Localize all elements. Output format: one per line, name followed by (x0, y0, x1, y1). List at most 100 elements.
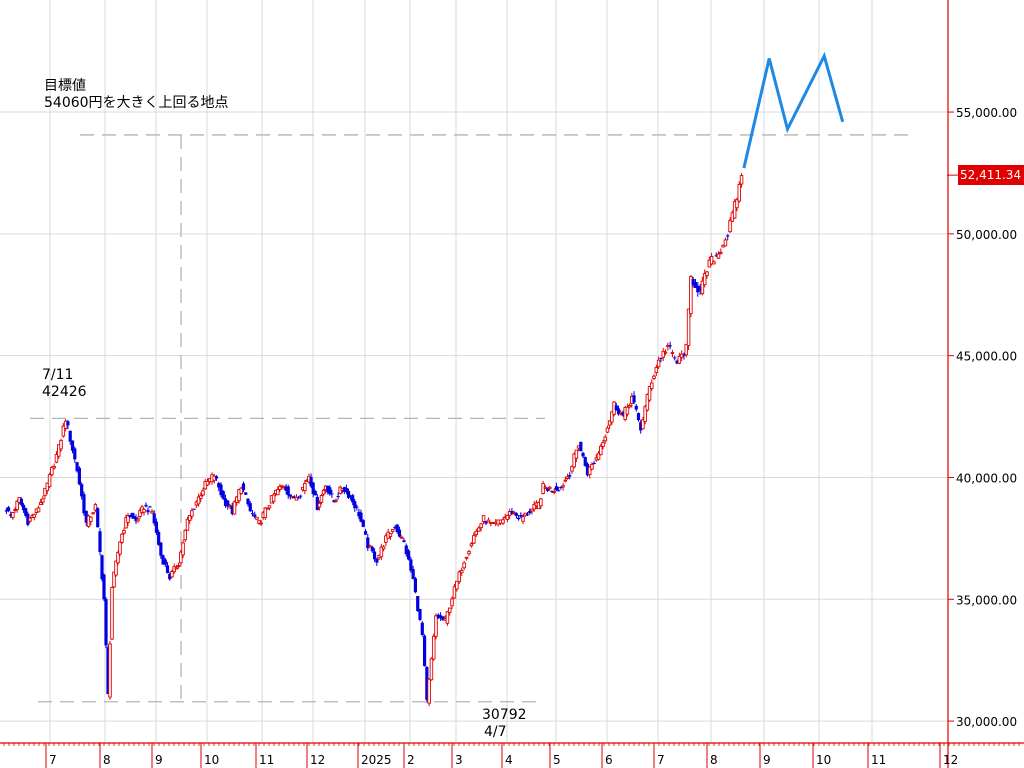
candle-body-up (390, 528, 395, 532)
candle-body-down (351, 495, 355, 503)
candle-body-down (438, 615, 443, 618)
candle-body-down (372, 551, 377, 560)
candle-body-up (259, 522, 263, 525)
x-tick-label-8: 3 (455, 753, 463, 767)
candle-body-down (219, 484, 223, 496)
candle-body-down (583, 457, 587, 467)
candle-body-down (104, 599, 108, 646)
candle-body-up (705, 271, 709, 276)
candle-body-up (150, 510, 154, 514)
candle-body-down (128, 515, 132, 518)
candle-body-down (80, 484, 84, 497)
candle-body-down (246, 498, 250, 505)
candle-body-down (346, 491, 351, 498)
candle-body-up (599, 445, 603, 456)
candle-body-down (559, 486, 563, 488)
candle-body-up (36, 507, 41, 513)
candle-body-up (587, 466, 592, 476)
high-annotation-date: 7/11 (42, 367, 74, 383)
candle-body-down (75, 462, 79, 472)
candle-body-down (217, 482, 221, 488)
candle-body-up (645, 394, 650, 411)
candle-body-down (315, 496, 319, 510)
x-tick-label-17: 12 (943, 753, 958, 767)
candle-body-down (230, 505, 234, 514)
candle-body-up (539, 498, 543, 507)
candle-body-down (328, 487, 332, 495)
candle-body-up (607, 420, 612, 426)
candle-body-down (284, 486, 288, 491)
candle-body-down (84, 510, 88, 523)
candle-body-up (136, 518, 140, 522)
candle-body-down (297, 497, 301, 499)
candle-body-down (168, 573, 172, 580)
x-tick-label-9: 4 (505, 753, 513, 767)
candle-body-up (716, 253, 721, 259)
candle-body-up (276, 489, 280, 496)
candle-body-up (61, 425, 66, 437)
candle-body-up (445, 611, 450, 624)
candle-body-up (174, 567, 179, 570)
candle-body-up (303, 482, 307, 492)
candle-body-down (154, 521, 159, 533)
candle-body-up (627, 405, 632, 408)
x-tick-label-7: 2 (407, 753, 415, 767)
candle-body-down (134, 517, 138, 522)
candle-body-up (728, 220, 732, 233)
candle-body-up (656, 359, 661, 368)
candle-body-up (501, 519, 505, 524)
candle-body-down (659, 358, 663, 360)
candle-body-up (479, 523, 483, 529)
candle-body-down (397, 529, 402, 537)
candle-body-up (196, 496, 201, 505)
candle-body-up (467, 550, 471, 555)
candle-body-up (142, 508, 146, 513)
candle-body-down (726, 235, 730, 237)
candle-body-up (190, 510, 194, 517)
candle-body-down (395, 524, 399, 533)
candle-body-up (239, 487, 243, 494)
candle-body-down (349, 496, 353, 498)
y-tick-label-5: 55,000.00 (956, 106, 1017, 120)
candle-body-up (50, 466, 54, 476)
candle-body-up (187, 515, 192, 521)
candle-body-up (647, 386, 652, 401)
candle-body-up (739, 175, 744, 185)
candle-body-down (214, 476, 219, 479)
candle-body-down (614, 405, 618, 411)
y-tick-label-1: 35,000.00 (956, 593, 1017, 607)
candle-body-up (590, 464, 594, 470)
candle-body-down (226, 500, 230, 507)
candle-body-down (288, 494, 292, 497)
candle-body-down (332, 500, 336, 503)
candle-body-up (452, 586, 457, 599)
candle-body-up (126, 515, 130, 523)
candle-body-down (24, 508, 28, 516)
candle-body-down (359, 512, 363, 522)
candle-body-down (585, 463, 590, 476)
x-tick-label-13: 8 (710, 753, 718, 767)
candle-body-up (294, 496, 299, 501)
candle-body-down (313, 490, 317, 496)
candle-body-up (689, 275, 693, 315)
candle-body-up (661, 350, 665, 358)
candle-body-down (98, 531, 102, 552)
x-tick-label-15: 10 (816, 753, 831, 767)
candle-body-down (146, 509, 150, 513)
candle-body-up (41, 498, 45, 503)
candle-body-up (116, 552, 120, 564)
x-tick-label-2: 9 (155, 753, 163, 767)
candle-body-up (317, 502, 322, 508)
low-annotation: 30792 4/7 (482, 707, 527, 741)
candle-body-down (418, 609, 422, 620)
candle-body-down (422, 635, 427, 667)
candle-body-up (15, 500, 19, 510)
candle-body-down (66, 421, 70, 426)
candle-body-down (693, 282, 698, 288)
candle-body-up (570, 465, 574, 472)
candle-body-up (548, 486, 552, 489)
candle-body-up (431, 635, 436, 660)
candle-body-down (636, 413, 641, 421)
low-annotation-value: 30792 (482, 707, 527, 723)
candle-body-up (321, 489, 326, 495)
